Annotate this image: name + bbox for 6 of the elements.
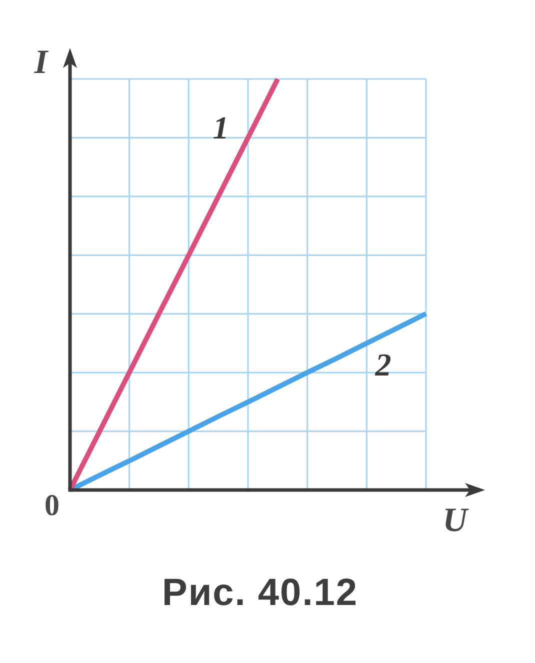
text: 0 — [44, 488, 60, 522]
y-axis-title: I — [33, 44, 50, 81]
series-label: 1 — [212, 110, 229, 146]
x-axis-title: U — [442, 502, 470, 539]
series-label: 2 — [374, 346, 392, 382]
text: Рис. 40.12 — [160, 572, 360, 615]
